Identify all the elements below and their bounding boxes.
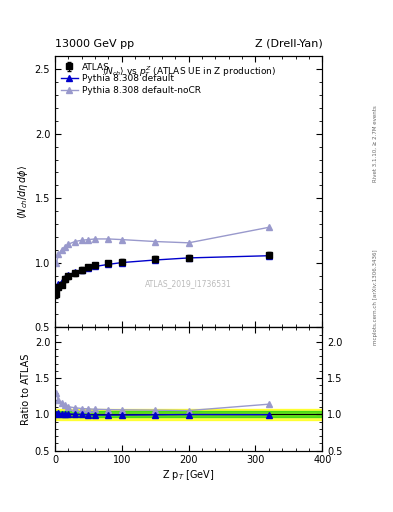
Pythia 8.308 default (266, 252, 271, 259)
Pythia 8.308 default (153, 257, 158, 263)
Pythia 8.308 default-noCR (86, 237, 91, 243)
Text: Rivet 3.1.10, ≥ 2.7M events: Rivet 3.1.10, ≥ 2.7M events (373, 105, 378, 182)
Pythia 8.308 default (186, 255, 191, 261)
Text: Z (Drell-Yan): Z (Drell-Yan) (255, 38, 322, 49)
Pythia 8.308 default-noCR (93, 236, 97, 242)
Line: Pythia 8.308 default-noCR: Pythia 8.308 default-noCR (53, 225, 272, 266)
Pythia 8.308 default (73, 269, 77, 275)
Y-axis label: $\langle N_{ch}/d\eta\, d\phi\rangle$: $\langle N_{ch}/d\eta\, d\phi\rangle$ (17, 165, 31, 219)
Pythia 8.308 default-noCR (119, 237, 124, 243)
Text: ATLAS_2019_I1736531: ATLAS_2019_I1736531 (145, 280, 232, 288)
Legend: ATLAS, Pythia 8.308 default, Pythia 8.308 default-noCR: ATLAS, Pythia 8.308 default, Pythia 8.30… (59, 61, 203, 97)
Pythia 8.308 default (54, 289, 59, 295)
Pythia 8.308 default (56, 281, 61, 287)
Pythia 8.308 default-noCR (63, 244, 68, 250)
Pythia 8.308 default (119, 260, 124, 266)
Pythia 8.308 default-noCR (59, 247, 64, 253)
Pythia 8.308 default-noCR (66, 241, 71, 247)
Pythia 8.308 default-noCR (73, 239, 77, 245)
Pythia 8.308 default (93, 263, 97, 269)
Text: $\langle N_{ch}\rangle$ vs $p_T^Z$ (ATLAS UE in Z production): $\langle N_{ch}\rangle$ vs $p_T^Z$ (ATLA… (101, 65, 276, 79)
Pythia 8.308 default (106, 261, 111, 267)
Pythia 8.308 default-noCR (56, 251, 61, 258)
Pythia 8.308 default (66, 272, 71, 278)
Text: mcplots.cern.ch [arXiv:1306.3436]: mcplots.cern.ch [arXiv:1306.3436] (373, 249, 378, 345)
Bar (55, 409, 322, 420)
Pythia 8.308 default (79, 266, 84, 272)
Pythia 8.308 default-noCR (186, 240, 191, 246)
X-axis label: Z p$_T$ [GeV]: Z p$_T$ [GeV] (162, 468, 215, 482)
Pythia 8.308 default (63, 274, 68, 281)
Pythia 8.308 default-noCR (79, 237, 84, 243)
Pythia 8.308 default-noCR (54, 261, 59, 267)
Bar (55, 412, 322, 417)
Text: 13000 GeV pp: 13000 GeV pp (55, 38, 134, 49)
Y-axis label: Ratio to ATLAS: Ratio to ATLAS (20, 353, 31, 424)
Line: Pythia 8.308 default: Pythia 8.308 default (53, 253, 272, 294)
Pythia 8.308 default-noCR (153, 239, 158, 245)
Pythia 8.308 default-noCR (266, 224, 271, 230)
Pythia 8.308 default-noCR (106, 236, 111, 242)
Pythia 8.308 default (59, 279, 64, 285)
Pythia 8.308 default (86, 265, 91, 271)
